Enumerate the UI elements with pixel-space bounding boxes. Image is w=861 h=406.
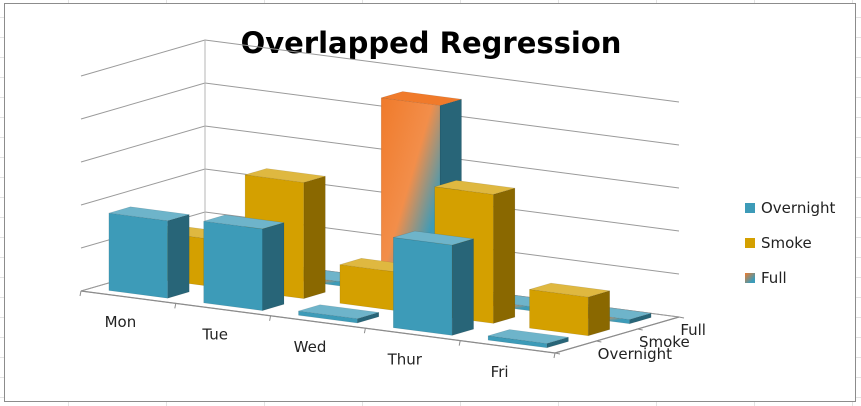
legend-swatch — [745, 202, 755, 213]
bar-overnight-wed — [298, 304, 380, 324]
bar-overnight-thur — [392, 230, 474, 336]
series-tick — [637, 328, 643, 331]
category-label: Tue — [201, 326, 228, 344]
legend-label: Full — [761, 268, 787, 287]
bar-overnight-tue — [203, 214, 285, 312]
bar-overnight-fri — [487, 329, 569, 349]
series-tick — [554, 352, 561, 355]
category-label: Thur — [387, 350, 423, 368]
category-tick — [269, 315, 272, 321]
category-tick — [363, 328, 366, 334]
legend-item: Full — [745, 260, 835, 295]
legend-swatch — [745, 272, 755, 283]
legend: Overnight Smoke Full — [745, 190, 835, 295]
category-tick — [79, 290, 82, 297]
series-tick — [596, 340, 602, 343]
category-label: Fri — [491, 363, 509, 381]
category-label: Mon — [105, 313, 137, 331]
series-axis-label: Overnight — [598, 345, 673, 363]
category-label: Wed — [294, 338, 327, 356]
legend-label: Overnight — [761, 198, 836, 217]
series-axis-label: Smoke — [639, 333, 690, 351]
chart-area[interactable]: Overlapped Regression Mon Tue Wed Thur Fri Ov… — [4, 3, 856, 402]
category-axis-line — [80, 290, 556, 354]
series-axis-line — [554, 316, 680, 354]
category-tick — [553, 352, 556, 359]
legend-item: Overnight — [745, 190, 835, 225]
legend-item: Smoke — [745, 225, 835, 260]
legend-label: Smoke — [761, 233, 812, 252]
category-tick — [174, 303, 177, 309]
series-axis-label: Full — [680, 321, 706, 339]
legend-swatch — [745, 237, 755, 248]
category-tick — [458, 340, 461, 346]
bar-overnight-mon — [108, 206, 190, 299]
series-tick — [678, 316, 685, 319]
chart-title: Overlapped Regression — [240, 26, 622, 60]
bar-smoke-fri — [529, 282, 611, 337]
